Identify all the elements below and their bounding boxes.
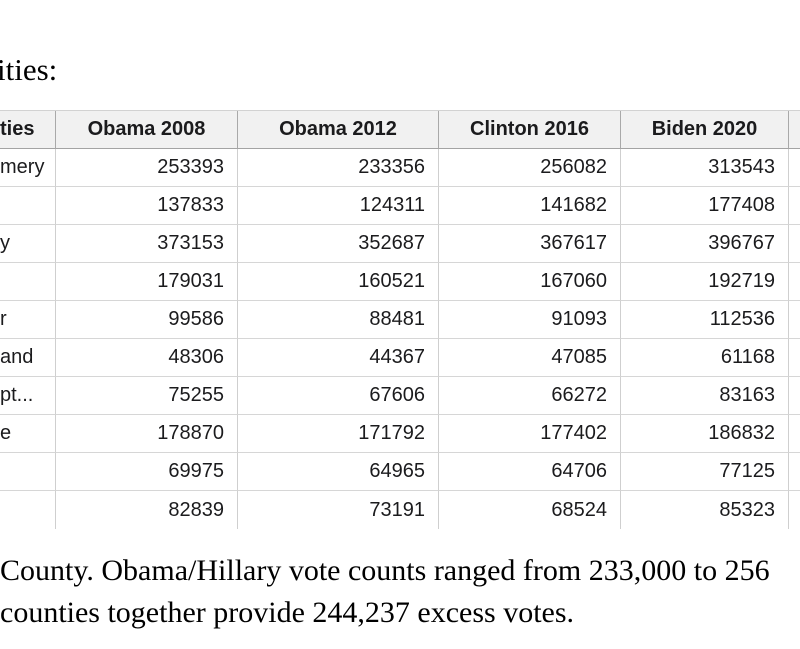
vote-count-cell: 44367 (238, 339, 439, 377)
table-row: 69975 64965 64706 77125 (0, 453, 800, 491)
vote-count-cell: 77125 (621, 453, 789, 491)
table-row: 137833 124311 141682 177408 (0, 187, 800, 225)
vote-count-cell: 73191 (238, 491, 439, 529)
vote-count-cell: 88481 (238, 301, 439, 339)
table-row: pt... 75255 67606 66272 83163 (0, 377, 800, 415)
vote-count-cell: 69975 (56, 453, 238, 491)
empty-cell (789, 453, 800, 491)
vote-count-cell: 177408 (621, 187, 789, 225)
vote-count-cell: 178870 (56, 415, 238, 453)
county-name-cell: r (0, 301, 56, 339)
vote-count-cell: 91093 (439, 301, 621, 339)
body-text-line-2: counties together provide 244,237 excess… (0, 596, 575, 629)
county-name-cell: and (0, 339, 56, 377)
table-header-row: ties Obama 2008 Obama 2012 Clinton 2016 … (0, 111, 800, 149)
vote-count-cell: 186832 (621, 415, 789, 453)
empty-cell (789, 339, 800, 377)
column-header-obama-2012: Obama 2012 (238, 111, 439, 149)
vote-count-cell: 233356 (238, 149, 439, 187)
county-name-cell: mery (0, 149, 56, 187)
empty-cell (789, 301, 800, 339)
table-row: y 373153 352687 367617 396767 (0, 225, 800, 263)
county-name-cell: y (0, 225, 56, 263)
vote-count-cell: 171792 (238, 415, 439, 453)
intro-text-fragment: ities: (0, 52, 58, 87)
vote-count-cell: 141682 (439, 187, 621, 225)
vote-count-cell: 313543 (621, 149, 789, 187)
vote-count-cell: 99586 (56, 301, 238, 339)
vote-count-cell: 48306 (56, 339, 238, 377)
empty-cell (789, 225, 800, 263)
empty-cell (789, 263, 800, 301)
county-name-cell (0, 491, 56, 529)
vote-count-cell: 64965 (238, 453, 439, 491)
county-name-cell (0, 187, 56, 225)
empty-cell (789, 149, 800, 187)
vote-count-cell: 396767 (621, 225, 789, 263)
vote-count-cell: 256082 (439, 149, 621, 187)
table-row: 82839 73191 68524 85323 (0, 491, 800, 529)
county-name-cell: e (0, 415, 56, 453)
column-header-clinton-2016: Clinton 2016 (439, 111, 621, 149)
column-header-counties: ties (0, 111, 56, 149)
vote-count-cell: 85323 (621, 491, 789, 529)
body-text: County. Obama/Hillary vote counts ranged… (0, 550, 800, 634)
table-row: and 48306 44367 47085 61168 (0, 339, 800, 377)
empty-cell (789, 377, 800, 415)
vote-count-cell: 83163 (621, 377, 789, 415)
vote-count-cell: 160521 (238, 263, 439, 301)
vote-count-cell: 82839 (56, 491, 238, 529)
table-row: r 99586 88481 91093 112536 (0, 301, 800, 339)
table-row: 179031 160521 167060 192719 (0, 263, 800, 301)
vote-count-cell: 352687 (238, 225, 439, 263)
column-header-extra (789, 111, 800, 149)
vote-count-cell: 47085 (439, 339, 621, 377)
vote-count-cell: 67606 (238, 377, 439, 415)
vote-count-cell: 61168 (621, 339, 789, 377)
vote-count-cell: 137833 (56, 187, 238, 225)
county-name-cell (0, 453, 56, 491)
vote-count-cell: 253393 (56, 149, 238, 187)
vote-counts-table: ties Obama 2008 Obama 2012 Clinton 2016 … (0, 110, 800, 529)
empty-cell (789, 415, 800, 453)
vote-count-cell: 167060 (439, 263, 621, 301)
vote-count-cell: 367617 (439, 225, 621, 263)
county-name-cell (0, 263, 56, 301)
body-text-line-1: County. Obama/Hillary vote counts ranged… (0, 554, 770, 587)
vote-count-cell: 64706 (439, 453, 621, 491)
vote-count-cell: 75255 (56, 377, 238, 415)
vote-count-cell: 112536 (621, 301, 789, 339)
column-header-biden-2020: Biden 2020 (621, 111, 789, 149)
vote-count-cell: 177402 (439, 415, 621, 453)
vote-count-cell: 68524 (439, 491, 621, 529)
empty-cell (789, 187, 800, 225)
vote-count-cell: 66272 (439, 377, 621, 415)
vote-count-cell: 373153 (56, 225, 238, 263)
table-row: mery 253393 233356 256082 313543 (0, 149, 800, 187)
vote-count-cell: 124311 (238, 187, 439, 225)
table-row: e 178870 171792 177402 186832 (0, 415, 800, 453)
vote-count-cell: 192719 (621, 263, 789, 301)
vote-count-cell: 179031 (56, 263, 238, 301)
county-name-cell: pt... (0, 377, 56, 415)
empty-cell (789, 491, 800, 529)
column-header-obama-2008: Obama 2008 (56, 111, 238, 149)
